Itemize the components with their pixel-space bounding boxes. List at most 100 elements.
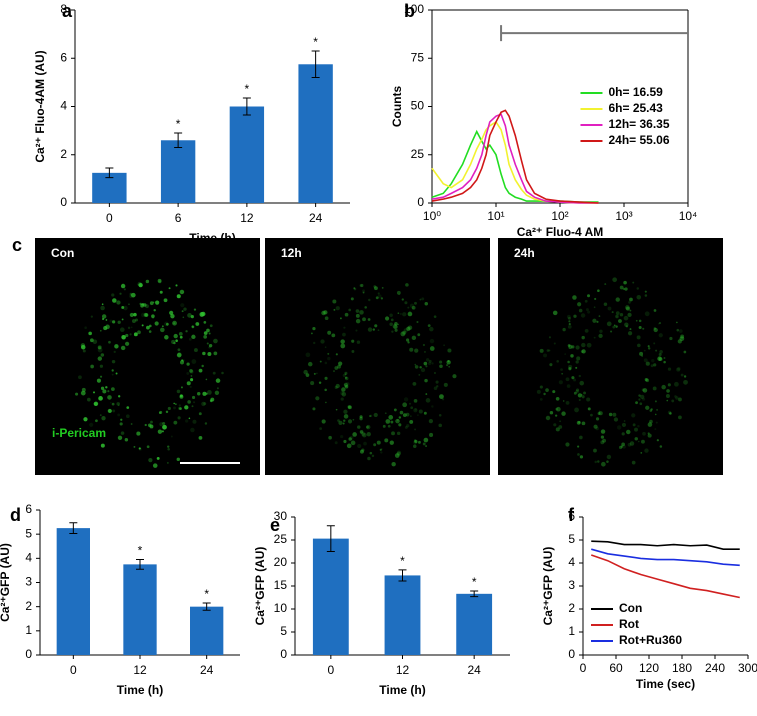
- cell-signal: [669, 412, 672, 415]
- cell-signal: [191, 405, 194, 408]
- cell-signal: [414, 428, 417, 431]
- error-bar: [470, 590, 479, 598]
- cell-signal: [130, 423, 133, 425]
- cell-signal: [156, 456, 160, 460]
- cell-signal: [564, 353, 567, 355]
- cell-signal: [84, 326, 87, 330]
- cell-signal: [622, 445, 626, 449]
- cell-signal: [101, 314, 107, 319]
- cell-signal: [364, 306, 367, 309]
- cell-signal: [406, 326, 411, 331]
- cell-signal: [580, 350, 584, 353]
- cell-signal: [162, 421, 166, 426]
- cell-signal: [184, 405, 189, 410]
- cell-signal: [680, 334, 685, 339]
- cell-signal: [421, 297, 425, 301]
- cell-signal: [107, 408, 112, 414]
- cell-signal: [136, 431, 141, 436]
- cell-signal: [553, 342, 556, 345]
- cell-signal: [162, 424, 167, 430]
- cell-signal: [669, 336, 673, 341]
- cell-signal: [335, 306, 340, 311]
- cell-signal: [678, 397, 682, 402]
- cell-signal: [344, 373, 347, 376]
- cell-signal: [179, 394, 183, 398]
- cell-signal: [399, 312, 402, 316]
- cell-signal: [657, 356, 662, 361]
- cell-signal: [418, 373, 421, 376]
- cell-signal: [180, 386, 183, 389]
- cell-signal: [414, 363, 417, 366]
- cell-signal: [600, 440, 605, 445]
- cell-signal: [167, 445, 170, 448]
- cell-signal: [107, 390, 110, 393]
- legend-label: 24h= 55.06: [608, 133, 669, 147]
- cell-signal: [629, 309, 632, 312]
- cell-signal: [581, 335, 585, 340]
- cell-signal: [92, 391, 96, 394]
- cell-signal: [105, 319, 108, 321]
- cell-signal: [356, 340, 361, 344]
- cell-signal: [182, 359, 185, 362]
- cell-signal: [96, 378, 101, 383]
- cell-signal: [82, 349, 86, 353]
- y-tick-label: 0: [60, 195, 67, 209]
- cell-signal: [128, 303, 130, 306]
- cell-signal: [390, 318, 394, 322]
- cell-signal: [100, 386, 105, 391]
- cell-signal: [134, 318, 138, 322]
- cell-signal: [615, 325, 618, 328]
- panel-letter: a: [62, 1, 73, 21]
- cell-signal: [348, 308, 352, 312]
- cell-signal: [623, 420, 626, 422]
- cell-signal: [635, 319, 638, 322]
- cell-signal: [99, 364, 104, 368]
- cell-signal: [368, 298, 371, 302]
- cell-signal: [338, 420, 343, 425]
- cell-signal: [340, 343, 346, 349]
- cell-signal: [667, 367, 672, 371]
- cell-signal: [578, 308, 583, 313]
- cell-signal: [436, 385, 439, 388]
- cell-signal: [207, 390, 212, 395]
- cell-signal: [126, 406, 130, 409]
- cell-signal: [170, 313, 175, 319]
- cell-signal: [97, 347, 103, 353]
- x-tick-label: 300: [738, 661, 757, 675]
- cell-signal: [644, 448, 649, 453]
- x-tick-label: 12: [240, 211, 254, 225]
- cell-signal: [546, 349, 550, 352]
- cell-signal: [316, 372, 318, 375]
- cell-signal: [396, 450, 402, 455]
- x-tick-label: 12: [133, 663, 147, 677]
- cell-signal: [179, 360, 185, 365]
- y-tick-label: 0: [280, 647, 287, 661]
- cell-signal: [389, 440, 394, 445]
- y-tick-label: 0: [417, 195, 424, 209]
- cell-signal: [552, 390, 556, 394]
- cell-signal: [93, 401, 99, 407]
- cell-signal: [338, 361, 343, 366]
- cell-signal: [191, 334, 196, 340]
- cell-signal: [539, 385, 543, 389]
- cell-signal: [536, 389, 541, 394]
- cell-signal: [78, 375, 82, 380]
- cell-signal: [590, 413, 593, 417]
- cell-signal: [389, 313, 393, 318]
- cell-signal: [191, 325, 195, 329]
- cell-signal: [593, 336, 596, 339]
- cell-signal: [575, 345, 580, 350]
- cell-signal: [665, 394, 670, 399]
- cell-signal: [626, 429, 631, 435]
- cell-signal: [650, 364, 654, 368]
- cell-signal: [176, 352, 182, 358]
- cell-signal: [395, 418, 400, 424]
- cell-signal: [124, 438, 129, 442]
- cell-signal: [396, 451, 401, 456]
- panel-letter: e: [270, 515, 280, 535]
- significance-mark: *: [176, 117, 181, 131]
- cell-signal: [112, 320, 116, 324]
- cell-signal: [307, 361, 313, 367]
- cell-signal: [447, 348, 452, 353]
- cell-signal: [351, 350, 355, 353]
